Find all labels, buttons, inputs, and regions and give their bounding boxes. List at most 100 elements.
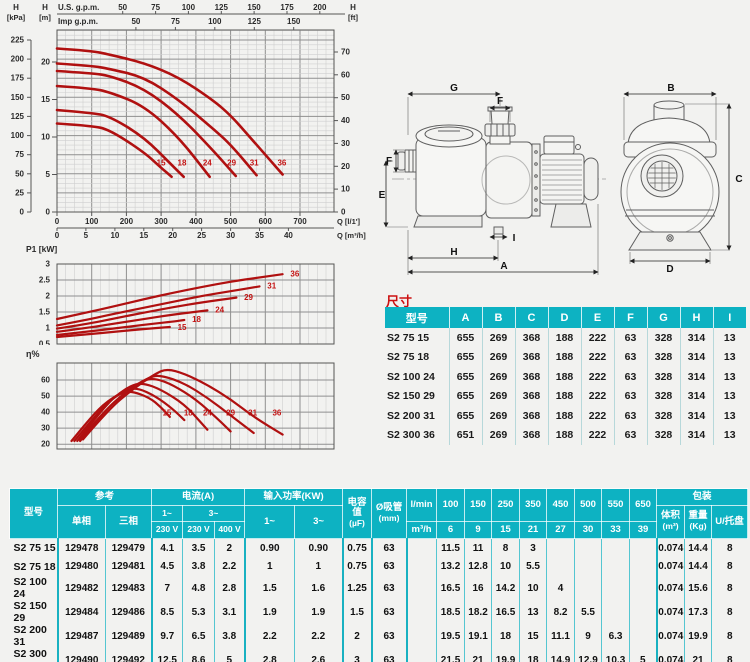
dim-value: 63 (613, 328, 647, 348)
dim-label-F-side: F (386, 156, 392, 167)
svg-text:36: 36 (290, 270, 299, 279)
head-at-flow: 10 (491, 557, 520, 577)
svg-text:50: 50 (341, 93, 350, 102)
head-at-flow: 6.3 (601, 624, 630, 649)
head-at-flow: 8 (491, 538, 520, 558)
voltage-230-header: 230 V (151, 521, 184, 539)
model-header: 型号 (385, 307, 449, 328)
head-at-flow: 16.5 (436, 576, 465, 601)
svg-text:500: 500 (224, 217, 238, 226)
dim-header-D: D (547, 307, 581, 328)
efficiency-chart: 20 30 40 50 60 η% 15 18 24 29 31 36 (26, 349, 335, 450)
specifications-table: 型号 参考 电流(A) 输入功率(KW) 电容值 (µF) Ø吸管 (mm) l/min 100 1… (9, 488, 749, 662)
pot-foot (413, 215, 483, 228)
dim-value: 63 (613, 367, 647, 387)
discharge-pipe (490, 109, 510, 125)
current-230v-1ph: 7 (150, 576, 183, 601)
head-at-flow (601, 557, 630, 577)
svg-text:15: 15 (178, 323, 187, 332)
dim-label-C: C (735, 174, 742, 185)
svg-text:30: 30 (41, 424, 50, 433)
dim-value: 188 (547, 425, 581, 445)
svg-text:H: H (350, 3, 356, 12)
motor-body (539, 153, 585, 205)
units-per-pallet-header: U/托盘 (711, 505, 749, 539)
dim-label-F-top: F (497, 96, 503, 107)
svg-text:29: 29 (227, 159, 236, 168)
dim-value: 13 (712, 386, 746, 406)
head-at-flow: 5 (629, 648, 657, 662)
svg-text:100: 100 (85, 217, 99, 226)
svg-text:700: 700 (293, 217, 307, 226)
svg-text:50: 50 (41, 392, 50, 401)
table-row: S2 75 15 655 269 368 188 222 63 328 314 13 (385, 328, 746, 348)
seal-plate (531, 143, 541, 217)
dim-header-H: H (679, 307, 713, 328)
svg-text:24: 24 (203, 159, 212, 168)
lid-cap (653, 100, 685, 110)
head-at-flow (629, 557, 657, 577)
three-phase-header: 三相 (104, 505, 153, 539)
suction-diameter: 63 (370, 557, 407, 577)
head-at-flow (574, 538, 602, 558)
dim-label-H: H (450, 247, 457, 258)
flow-m3h-tick: 21 (519, 521, 548, 539)
single-phase-ref: 129487 (56, 624, 106, 649)
svg-text:175: 175 (280, 3, 294, 12)
terminal-box (543, 135, 575, 155)
strainer-pot (415, 137, 487, 217)
current-230v-3ph: 8.6 (182, 648, 215, 662)
svg-text:35: 35 (255, 231, 264, 240)
input-power-header: 输入功率(KW) (244, 488, 344, 506)
head-at-flow: 18 (519, 648, 547, 662)
svg-text:31: 31 (267, 282, 276, 291)
flow-label-spacer (405, 538, 437, 558)
head-at-flow (574, 557, 602, 577)
dim-value: 222 (580, 425, 614, 445)
head-at-flow: 5.5 (574, 600, 602, 625)
flow-lmin-tick: 100 (436, 488, 466, 522)
flow-lmin-tick: 150 (464, 488, 493, 522)
dim-value: 63 (613, 347, 647, 367)
power-3ph: 1.9 (294, 600, 343, 625)
table-row: S2 75 18 655 269 368 188 222 63 328 314 13 (385, 347, 746, 367)
svg-text:40: 40 (284, 231, 293, 240)
svg-text:150: 150 (247, 3, 261, 12)
svg-text:U.S. g.p.m.: U.S. g.p.m. (58, 3, 99, 12)
current-230v-1ph: 8.5 (150, 600, 183, 625)
svg-text:[ft]: [ft] (348, 13, 358, 22)
single-phase-ref: 129480 (56, 557, 106, 577)
dim-value: 368 (514, 347, 548, 367)
dim-value: 222 (580, 328, 614, 348)
head-at-flow (574, 576, 602, 601)
svg-text:40: 40 (341, 116, 350, 125)
svg-text:20: 20 (341, 162, 350, 171)
model-cell: S2 75 15 (387, 331, 430, 344)
head-at-flow (601, 538, 630, 558)
power-chart: 0.5 1 1.5 2 2.5 3 P1 [kW] 15 18 24 29 31 36 (26, 244, 335, 345)
dim-value: 368 (514, 328, 548, 348)
dim-value: 269 (481, 386, 515, 406)
svg-text:125: 125 (215, 3, 229, 12)
head-at-flow (629, 600, 657, 625)
packing-weight: 21 (684, 648, 712, 662)
svg-text:50: 50 (131, 17, 140, 26)
three-phase-ref: 129486 (104, 600, 152, 625)
packing-weight: 15.6 (684, 576, 712, 601)
dim-value: 188 (547, 386, 581, 406)
capacitor-value: 0.75 (341, 557, 372, 577)
svg-text:75: 75 (15, 150, 24, 159)
current-400v: 5 (214, 648, 245, 662)
dim-value: 188 (547, 328, 581, 348)
head-at-flow: 13 (519, 600, 547, 625)
suction-port-cap (397, 151, 406, 171)
dim-value: 655 (448, 347, 482, 367)
dim-value: 328 (646, 328, 680, 348)
dim-value: 222 (580, 406, 614, 426)
svg-text:31: 31 (250, 159, 259, 168)
svg-text:29: 29 (226, 408, 235, 417)
dim-header-row: 型号 A B C D E F G H I (385, 307, 746, 328)
svg-text:18: 18 (192, 315, 201, 324)
svg-text:150: 150 (287, 17, 301, 26)
head-at-flow (629, 624, 657, 649)
